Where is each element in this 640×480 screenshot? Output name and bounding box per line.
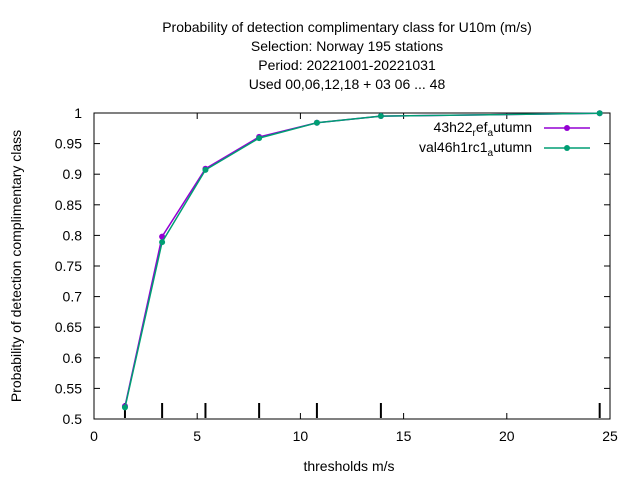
y-tick-label: 0.6 [63, 350, 83, 366]
y-tick-label: 0.5 [63, 411, 83, 427]
title-line-2: Selection: Norway 195 stations [251, 38, 443, 54]
y-axis-label: Probability of detection complimentary c… [8, 130, 24, 402]
x-tick-label: 0 [90, 428, 98, 444]
series-layer [121, 110, 603, 411]
title-line-3: Period: 20221001-20221031 [258, 57, 436, 73]
x-tick-label: 5 [193, 428, 201, 444]
y-axis: 0.5 0.55 0.6 0.65 0.7 0.75 0.8 0.85 0.9 0.95 1 [55, 105, 610, 427]
legend-label-1: 43h22refautumn [434, 119, 532, 139]
legend: 43h22refautumn val46h1rc1autumn [419, 119, 590, 159]
series-2-point [377, 113, 384, 120]
legend-marker-2 [564, 145, 570, 151]
y-tick-label: 0.55 [55, 380, 82, 396]
y-tick-label: 0.85 [55, 197, 82, 213]
x-tick-label: 25 [602, 428, 618, 444]
series-2-point [159, 239, 166, 246]
series-line-2 [124, 112, 600, 408]
series-2-point [256, 135, 263, 142]
y-tick-label: 0.8 [63, 227, 83, 243]
y-tick-label: 0.95 [55, 136, 82, 152]
y-tick-label: 0.9 [63, 166, 83, 182]
y-tick-label: 1 [74, 105, 82, 121]
y-tick-label: 0.75 [55, 258, 82, 274]
series-1-point [159, 233, 166, 240]
title-line-1: Probability of detection complimentary c… [162, 19, 532, 35]
legend-entry-1: 43h22refautumn [434, 119, 590, 139]
y-tick-label: 0.65 [55, 319, 82, 335]
chart-title: Probability of detection complimentary c… [162, 19, 532, 92]
y-tick-label: 0.7 [63, 289, 83, 305]
series-2-point [313, 119, 320, 126]
x-tick-label: 10 [293, 428, 309, 444]
series-line-1 [124, 112, 600, 407]
x-tick-label: 15 [396, 428, 412, 444]
series-2-point [596, 110, 603, 117]
legend-marker-1 [564, 125, 570, 131]
title-line-4: Used 00,06,12,18 + 03 06 ... 48 [249, 76, 446, 92]
x-axis-label: thresholds m/s [303, 458, 394, 474]
plot-frame [93, 112, 611, 420]
legend-label-2: val46h1rc1autumn [419, 139, 532, 159]
series-2-point [202, 166, 209, 173]
x-tick-label: 20 [499, 428, 515, 444]
legend-entry-2: val46h1rc1autumn [419, 139, 590, 159]
threshold-marks [123, 403, 601, 418]
x-axis: 0 5 10 15 20 25 [90, 113, 618, 444]
series-2-point [121, 404, 128, 411]
